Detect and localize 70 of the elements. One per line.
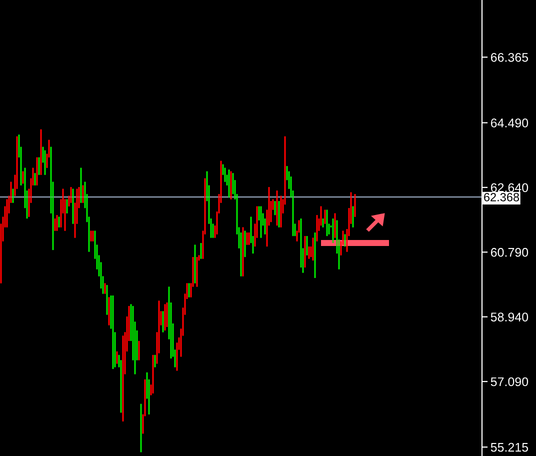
candlestick bbox=[200, 242, 202, 260]
candlestick bbox=[280, 195, 282, 228]
candlestick bbox=[70, 186, 72, 204]
y-tick-label: 62.640 bbox=[490, 183, 528, 192]
candlestick bbox=[162, 310, 164, 333]
candlestick bbox=[58, 216, 60, 228]
candlestick bbox=[260, 206, 262, 238]
candlestick bbox=[108, 296, 110, 326]
candlestick bbox=[242, 226, 244, 277]
candlestick bbox=[322, 218, 324, 228]
candlestick bbox=[194, 244, 196, 284]
candlestick bbox=[154, 354, 156, 368]
y-tick-label: 60.790 bbox=[490, 248, 528, 257]
candlestick bbox=[22, 170, 24, 184]
candlestick bbox=[80, 167, 82, 204]
candlestick bbox=[230, 170, 232, 200]
candlestick bbox=[244, 230, 246, 258]
candlestick bbox=[196, 256, 198, 288]
candlestick bbox=[304, 235, 306, 268]
y-tick-label: 66.365 bbox=[490, 52, 528, 62]
candlestick bbox=[138, 340, 140, 361]
candlestick bbox=[106, 284, 108, 316]
candlestick bbox=[66, 198, 68, 214]
candlestick bbox=[36, 156, 38, 186]
candlestick bbox=[54, 218, 56, 232]
candlestick bbox=[224, 167, 226, 182]
candlestick bbox=[248, 232, 250, 246]
candlestick bbox=[90, 230, 92, 242]
candlestick bbox=[104, 282, 106, 294]
candlestick bbox=[166, 302, 168, 328]
candlestick bbox=[326, 209, 328, 237]
candlestick bbox=[188, 282, 190, 298]
candlestick bbox=[306, 235, 308, 256]
candlestick bbox=[112, 294, 114, 370]
y-tick-label: 55.215 bbox=[490, 442, 528, 452]
candlestick bbox=[140, 403, 142, 453]
candlestick bbox=[38, 156, 40, 176]
candlestick bbox=[152, 354, 154, 394]
candlestick bbox=[334, 212, 336, 238]
candlestick bbox=[314, 232, 316, 279]
candlestick bbox=[246, 232, 248, 246]
candlestick bbox=[276, 190, 278, 226]
candlestick bbox=[274, 200, 276, 216]
candlestick bbox=[240, 232, 242, 277]
candlestick bbox=[6, 198, 8, 228]
y-tick-label: 64.490 bbox=[490, 118, 528, 128]
candlestick bbox=[12, 188, 14, 204]
candlestick bbox=[352, 206, 354, 228]
candlestick bbox=[44, 150, 46, 176]
y-tick-label: 58.940 bbox=[490, 312, 528, 322]
candlestick bbox=[92, 230, 94, 242]
candlestick bbox=[82, 184, 84, 204]
candlestick bbox=[308, 246, 310, 260]
candlestick bbox=[278, 200, 280, 228]
candlestick bbox=[316, 214, 318, 242]
candlestick bbox=[116, 350, 118, 364]
candlestick bbox=[332, 218, 334, 244]
candlestick bbox=[72, 188, 74, 224]
candlestick bbox=[34, 172, 36, 186]
candlestick bbox=[228, 169, 230, 198]
candlestick bbox=[122, 335, 124, 422]
y-tick-label: 57.090 bbox=[490, 377, 528, 386]
candlestick bbox=[56, 214, 58, 232]
candlestick bbox=[164, 304, 166, 332]
candlestick bbox=[324, 209, 326, 224]
candlestick bbox=[354, 194, 356, 218]
candlestick bbox=[344, 234, 346, 248]
candlestick bbox=[312, 237, 314, 262]
candlestick bbox=[40, 128, 42, 176]
ref-line-label: 62.368 bbox=[484, 192, 520, 202]
